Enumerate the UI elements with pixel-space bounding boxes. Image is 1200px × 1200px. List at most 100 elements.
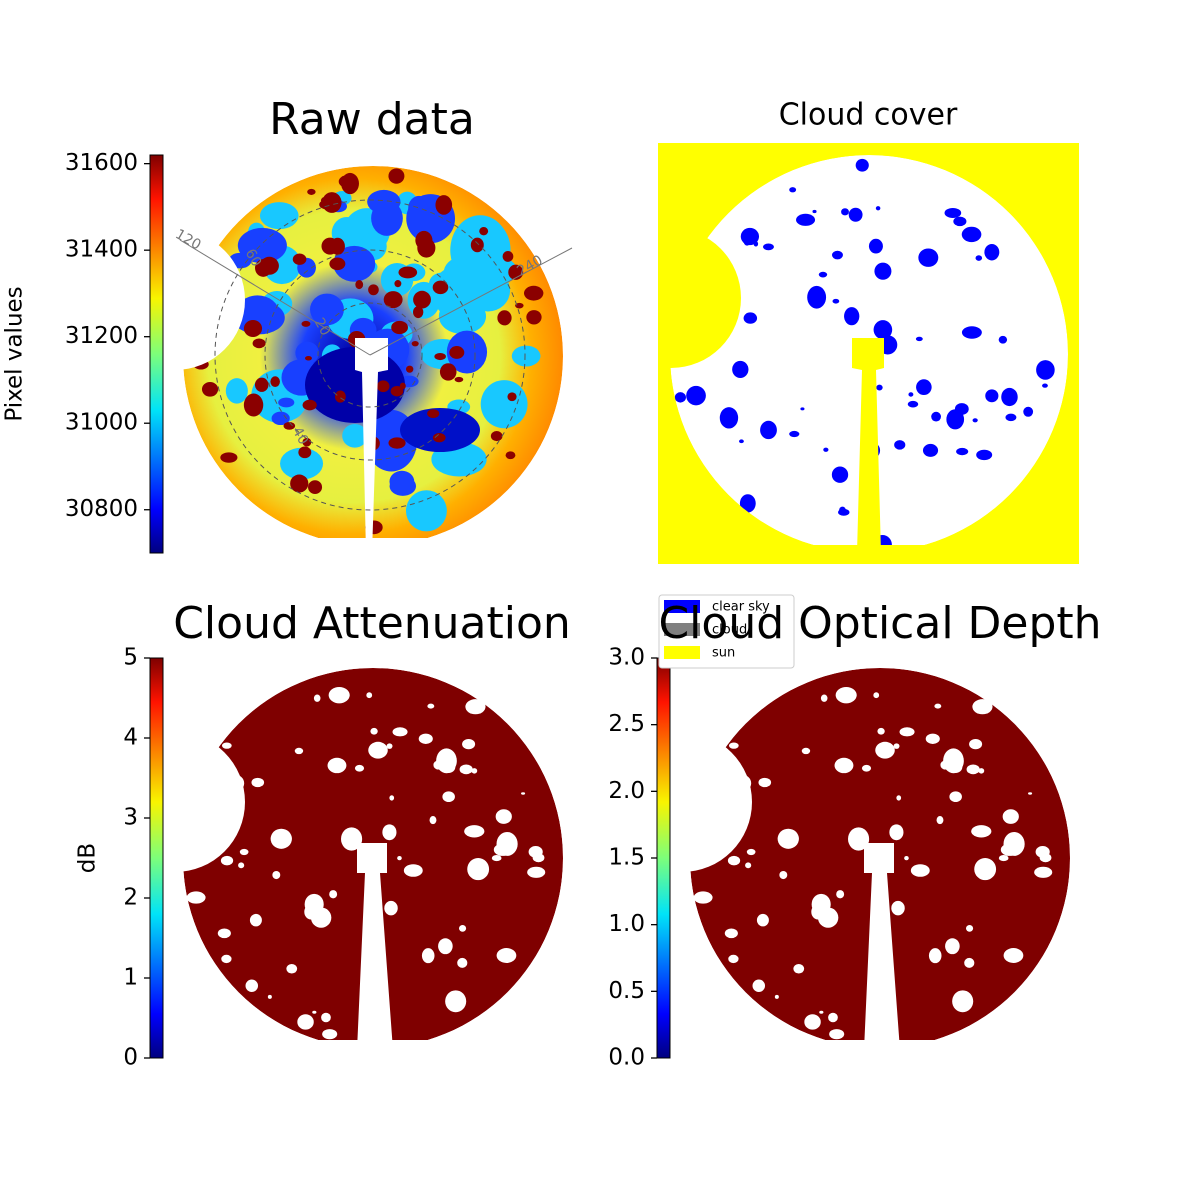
blob bbox=[225, 811, 241, 823]
blob bbox=[394, 280, 402, 288]
blob bbox=[338, 175, 357, 188]
blob bbox=[376, 380, 390, 393]
blob bbox=[527, 866, 546, 878]
blob bbox=[251, 777, 265, 788]
blob bbox=[966, 764, 980, 775]
blob bbox=[961, 226, 982, 243]
blob bbox=[330, 237, 345, 255]
blob bbox=[411, 340, 419, 347]
blob bbox=[848, 827, 870, 851]
blob bbox=[910, 864, 930, 877]
blob bbox=[388, 168, 405, 184]
blob bbox=[413, 306, 424, 319]
legend-swatch bbox=[664, 600, 700, 613]
blob bbox=[267, 994, 272, 999]
colorbar-tick-label: 3 bbox=[123, 805, 138, 831]
blob bbox=[320, 196, 332, 205]
blob bbox=[370, 727, 378, 735]
blob bbox=[1042, 383, 1048, 388]
blob bbox=[972, 699, 993, 715]
blob bbox=[308, 480, 323, 494]
blob bbox=[443, 257, 476, 289]
blob bbox=[290, 474, 309, 493]
blob bbox=[384, 900, 398, 916]
colorbar-tick-label: 1 bbox=[123, 965, 138, 991]
blob bbox=[249, 913, 262, 927]
colorbar-tick-label: 2 bbox=[123, 885, 138, 911]
blob bbox=[800, 407, 805, 411]
attenuation-image bbox=[690, 668, 1070, 1048]
blob bbox=[295, 341, 319, 365]
blob bbox=[193, 359, 209, 370]
blob bbox=[925, 733, 940, 744]
blob bbox=[896, 795, 902, 801]
blob bbox=[868, 851, 882, 865]
raw-image bbox=[183, 166, 563, 546]
blob bbox=[686, 289, 706, 312]
blob bbox=[789, 187, 797, 193]
blob bbox=[427, 703, 435, 709]
legend-label: clear sky bbox=[712, 600, 770, 615]
blob bbox=[855, 158, 869, 172]
blob bbox=[818, 271, 828, 278]
blob bbox=[964, 957, 975, 968]
colorbar-tick-label: 5 bbox=[123, 645, 138, 671]
blob bbox=[442, 791, 455, 803]
blob bbox=[239, 848, 249, 856]
colorbar-tick-label: 0.0 bbox=[608, 1045, 645, 1071]
polar-label: 60 bbox=[242, 246, 265, 269]
blob bbox=[270, 828, 292, 849]
colorbar-label: dB bbox=[75, 843, 101, 873]
blob bbox=[954, 403, 969, 415]
blob bbox=[817, 907, 839, 928]
colorbar-tick-label: 31000 bbox=[65, 410, 138, 436]
blob bbox=[834, 757, 854, 774]
blob bbox=[972, 418, 978, 423]
blob bbox=[254, 377, 269, 392]
blob bbox=[1023, 406, 1034, 417]
blob bbox=[686, 385, 706, 406]
blob bbox=[429, 816, 437, 825]
colorbar-tick-label: 31400 bbox=[65, 237, 138, 263]
blob bbox=[916, 379, 932, 396]
blob bbox=[832, 298, 840, 304]
blob bbox=[471, 768, 478, 774]
blob bbox=[961, 326, 982, 339]
blob bbox=[719, 407, 739, 429]
blob bbox=[432, 432, 446, 443]
blob bbox=[931, 411, 941, 422]
blob bbox=[502, 250, 514, 262]
blob bbox=[1003, 832, 1025, 856]
blob bbox=[220, 452, 238, 463]
blob bbox=[228, 252, 252, 269]
blob bbox=[505, 451, 516, 460]
blob bbox=[497, 310, 512, 326]
blob bbox=[828, 1012, 838, 1023]
blob bbox=[674, 392, 686, 403]
blob bbox=[875, 206, 881, 211]
colorbar-tick-label: 0.5 bbox=[608, 978, 645, 1004]
blob bbox=[789, 430, 800, 438]
blob bbox=[313, 694, 321, 702]
blob bbox=[271, 411, 290, 426]
blob bbox=[438, 298, 487, 334]
blob bbox=[708, 798, 714, 806]
blob bbox=[405, 490, 447, 532]
blob bbox=[1028, 792, 1033, 795]
labels: Raw data Cloud cover Cloud Attenuation C… bbox=[2, 94, 1102, 1071]
panel-title: Cloud Optical Depth bbox=[658, 598, 1101, 649]
blob bbox=[368, 741, 388, 759]
blob bbox=[820, 694, 828, 702]
colorbar-tick-label: 1.5 bbox=[608, 845, 645, 871]
blob bbox=[237, 227, 287, 264]
blob bbox=[945, 938, 960, 955]
blob bbox=[940, 760, 951, 770]
attenuation-image bbox=[183, 668, 563, 1048]
cover-disc bbox=[670, 155, 1068, 555]
blob bbox=[479, 226, 489, 236]
blob bbox=[310, 293, 344, 326]
blob bbox=[743, 238, 751, 246]
blob bbox=[389, 470, 415, 493]
colorbar-tick-label: 2.5 bbox=[608, 711, 645, 737]
